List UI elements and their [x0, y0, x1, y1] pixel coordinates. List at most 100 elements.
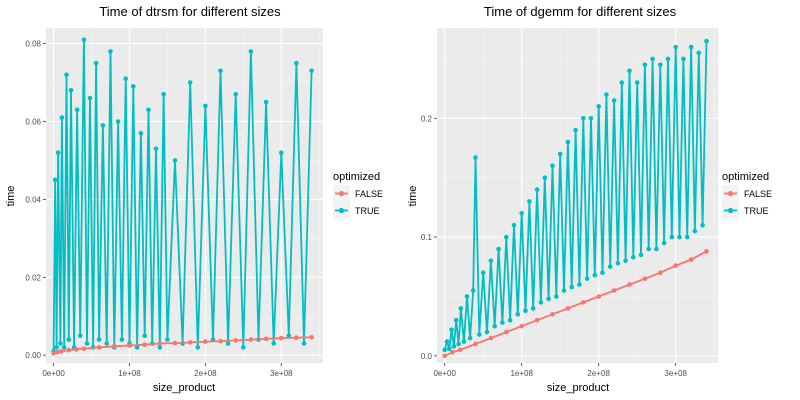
legend-entry-false: FALSE [333, 185, 383, 202]
data-point-false [611, 288, 617, 293]
data-point-true [661, 240, 667, 246]
data-point-true [464, 294, 470, 299]
data-point-true [673, 44, 678, 50]
data-point-true [596, 104, 601, 109]
series-layer [442, 38, 709, 359]
x-axis-ticks: 0e+00 1e+08 2e+08 3e+08 [433, 363, 687, 378]
data-point-true [58, 341, 63, 346]
data-point-true [638, 252, 644, 258]
x-tick-label: 2e+08 [194, 369, 217, 378]
data-point-true [588, 116, 594, 121]
data-point-true [195, 345, 201, 350]
data-point-false [704, 249, 709, 254]
x-tick-label: 2e+08 [587, 369, 610, 378]
data-point-true [677, 234, 682, 240]
data-point-true [461, 339, 467, 344]
data-point-true [511, 222, 517, 228]
data-point-true [77, 333, 83, 339]
data-point-true [74, 107, 80, 113]
data-point-false [248, 337, 254, 342]
data-point-false [157, 341, 163, 346]
data-point-true [467, 335, 473, 341]
data-point-true [700, 222, 705, 228]
data-point-true [301, 341, 307, 346]
data-point-false [596, 294, 601, 299]
data-point-true [642, 62, 648, 68]
data-point-true [692, 228, 698, 234]
data-point-false [279, 335, 284, 341]
data-point-true [84, 341, 90, 346]
data-point-true [279, 150, 284, 155]
data-point-true [248, 49, 254, 54]
data-point-false [58, 349, 64, 354]
data-point-true [172, 158, 178, 163]
data-point-true [442, 347, 448, 353]
data-point-true [581, 116, 586, 121]
y-axis-ticks: 0.00 0.02 0.04 0.06 0.08 [25, 40, 46, 360]
data-point-false [534, 317, 540, 323]
data-point-true [554, 294, 559, 299]
y-tick-label: 0.06 [25, 117, 41, 126]
data-point-false [488, 335, 494, 341]
legend-entry-true: TRUE [333, 202, 380, 219]
data-point-false [187, 340, 193, 345]
data-point-true [565, 139, 571, 145]
data-point-true [615, 260, 621, 266]
y-tick-label: 0.02 [25, 273, 41, 282]
data-point-true [696, 50, 702, 56]
data-point-false [51, 351, 56, 356]
data-point-false [66, 347, 72, 353]
data-point-true [592, 272, 598, 278]
data-point-true [68, 88, 74, 93]
data-point-true [93, 60, 99, 66]
data-point-true [108, 49, 113, 54]
data-point-true [492, 323, 498, 329]
data-point-true [64, 72, 69, 77]
data-point-true [453, 317, 459, 323]
data-point-true [561, 288, 567, 293]
data-point-false [294, 335, 299, 341]
data-point-false [457, 347, 463, 353]
data-point-true [153, 146, 159, 152]
data-point-true [527, 199, 532, 204]
data-point-true [507, 317, 513, 323]
legend-entry-false: FALSE [722, 185, 772, 202]
data-point-true [504, 234, 509, 240]
y-tick-label: 0.2 [421, 114, 433, 123]
legend-key-dot-true [727, 207, 734, 214]
data-point-true [519, 211, 524, 216]
data-point-true [623, 258, 628, 264]
data-point-true [496, 246, 501, 252]
data-point-true [534, 187, 540, 192]
data-point-true [557, 151, 563, 157]
data-point-true [458, 306, 464, 311]
data-point-false [233, 338, 238, 343]
data-point-true [569, 284, 574, 290]
data-point-false [473, 341, 478, 347]
data-point-true [263, 99, 269, 105]
data-point-false [450, 350, 455, 355]
data-point-false [688, 257, 694, 262]
data-point-true [634, 80, 640, 85]
data-point-false [658, 270, 663, 276]
y-axis-label: time [407, 186, 419, 207]
minor-gridlines [46, 28, 323, 363]
legend-entry-true: TRUE [722, 202, 769, 219]
data-point-true [480, 270, 486, 276]
data-point-true [646, 246, 651, 252]
data-point-true [52, 177, 58, 183]
data-point-false [112, 344, 117, 349]
data-point-false [519, 323, 524, 329]
data-point-true [546, 296, 551, 302]
data-point-true [530, 306, 536, 311]
data-point-true [627, 68, 632, 74]
data-point-true [161, 91, 166, 97]
data-point-true [542, 175, 548, 180]
data-point-true [688, 44, 694, 50]
data-point-true [600, 270, 605, 276]
data-point-true [444, 339, 450, 344]
legend-key-dot-false [338, 190, 345, 197]
legend-label-true: TRUE [355, 206, 380, 216]
x-tick-label: 3e+08 [664, 369, 687, 378]
data-point-true [658, 62, 663, 68]
